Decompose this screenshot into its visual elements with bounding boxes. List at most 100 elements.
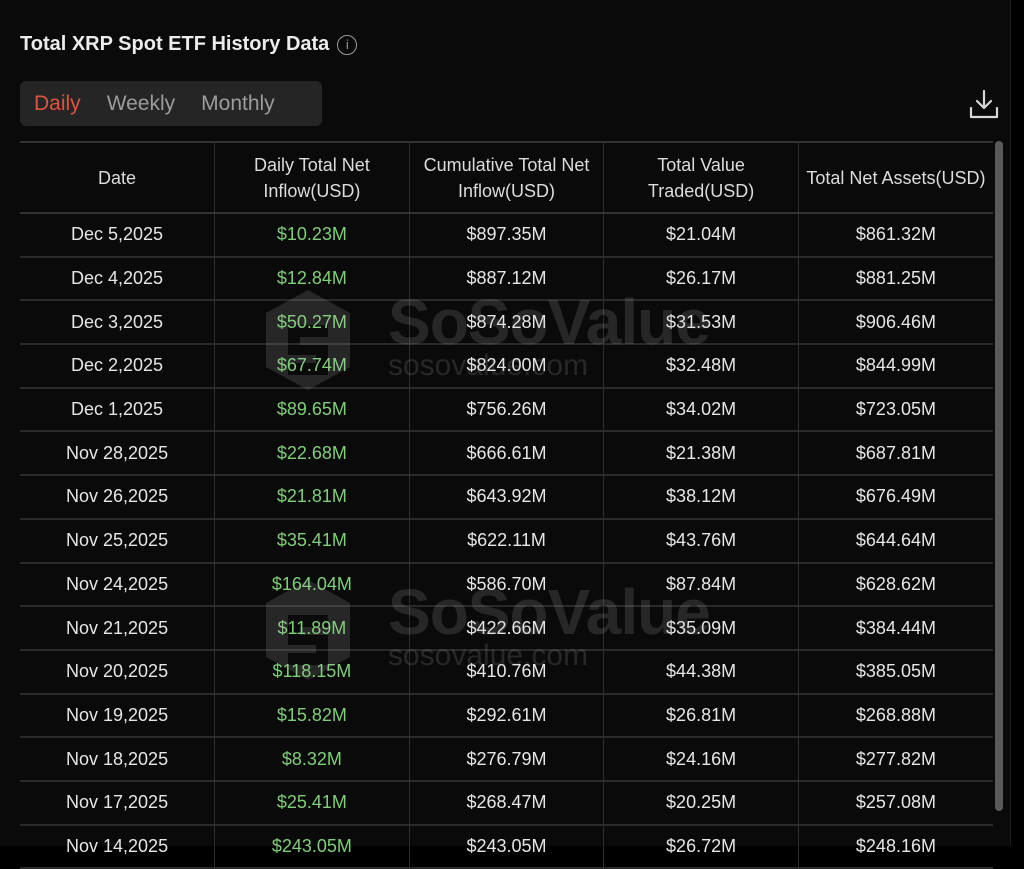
cell-date: Nov 18,2025 [20,737,216,782]
cell-date: Nov 14,2025 [20,824,216,869]
cell-total-value-traded: $26.17M [603,256,799,302]
cell-date: Nov 25,2025 [20,518,216,564]
cell-total-net-assets: $628.62M [798,562,993,608]
table-row: Nov 20,2025 $118.15M $410.76M $44.38M $385.0… [20,649,993,695]
tab-monthly[interactable]: Monthly [201,91,275,115]
cell-daily-net-inflow: $21.81M [214,475,410,520]
cell-daily-net-inflow: $12.84M [214,256,410,302]
cell-total-value-traded: $20.25M [603,780,799,826]
cell-cumulative-net-inflow: $268.47M [409,780,605,826]
cell-cumulative-net-inflow: $643.92M [409,475,605,520]
column-header-total-net-assets: Total Net Assets(USD) [798,141,993,214]
table-body: Dec 5,2025 $10.23M $897.35M $21.04M $861.32M… [20,213,993,869]
cell-total-net-assets: $906.46M [798,300,993,346]
cell-date: Nov 26,2025 [20,475,216,520]
page-title: Total XRP Spot ETF History Data i [20,33,358,56]
cell-total-value-traded: $35.09M [603,606,799,651]
cell-daily-net-inflow: $164.04M [214,562,410,608]
cell-daily-net-inflow: $35.41M [214,518,410,564]
cell-daily-net-inflow: $22.68M [214,431,410,477]
table-row: Dec 2,2025 $67.74M $824.00M $32.48M $844.99M [20,344,993,389]
period-tabs: Daily Weekly Monthly [20,81,322,126]
cell-total-net-assets: $277.82M [798,737,993,782]
cell-cumulative-net-inflow: $410.76M [409,649,605,695]
cell-total-value-traded: $21.38M [603,431,799,477]
cell-cumulative-net-inflow: $622.11M [409,518,605,564]
cell-total-net-assets: $268.88M [798,693,993,739]
cell-total-net-assets: $257.08M [798,780,993,826]
cell-total-net-assets: $687.81M [798,431,993,477]
etf-history-panel: Total XRP Spot ETF History Data i Daily … [20,0,1011,869]
table-row: Nov 25,2025 $35.41M $622.11M $43.76M $644.64… [20,518,993,564]
column-header-date: Date [20,141,216,214]
cell-total-value-traded: $26.81M [603,693,799,739]
cell-total-net-assets: $723.05M [798,387,993,433]
table-row: Nov 14,2025 $243.05M $243.05M $26.72M $248.1… [20,824,993,869]
cell-cumulative-net-inflow: $897.35M [409,213,605,258]
info-icon[interactable]: i [337,34,358,55]
cell-total-net-assets: $385.05M [798,649,993,695]
cell-date: Dec 5,2025 [20,213,216,258]
cell-cumulative-net-inflow: $276.79M [409,737,605,782]
cell-total-value-traded: $21.04M [603,213,799,258]
cell-daily-net-inflow: $8.32M [214,737,410,782]
cell-total-net-assets: $844.99M [798,344,993,389]
cell-date: Nov 24,2025 [20,562,216,608]
cell-cumulative-net-inflow: $422.66M [409,606,605,651]
cell-date: Nov 19,2025 [20,693,216,739]
column-header-daily-net-inflow: Daily Total Net Inflow(USD) [214,141,410,214]
table-row: Dec 5,2025 $10.23M $897.35M $21.04M $861.32M [20,213,993,258]
cell-daily-net-inflow: $10.23M [214,213,410,258]
cell-total-net-assets: $248.16M [798,824,993,869]
cell-date: Nov 28,2025 [20,431,216,477]
table-scrollbar[interactable] [995,141,1003,811]
cell-date: Dec 2,2025 [20,344,216,389]
cell-total-net-assets: $384.44M [798,606,993,651]
cell-total-value-traded: $38.12M [603,475,799,520]
title-text: Total XRP Spot ETF History Data [20,33,330,55]
cell-daily-net-inflow: $118.15M [214,649,410,695]
column-header-cumulative-net-inflow: Cumulative Total Net Inflow(USD) [409,141,605,214]
tab-daily[interactable]: Daily [34,91,81,115]
table-row: Dec 4,2025 $12.84M $887.12M $26.17M $881.25M [20,256,993,302]
cell-total-net-assets: $861.32M [798,213,993,258]
cell-cumulative-net-inflow: $824.00M [409,344,605,389]
table-row: Nov 19,2025 $15.82M $292.61M $26.81M $268.88… [20,693,993,739]
cell-date: Dec 1,2025 [20,387,216,433]
cell-daily-net-inflow: $15.82M [214,693,410,739]
cell-date: Nov 20,2025 [20,649,216,695]
table-row: Nov 24,2025 $164.04M $586.70M $87.84M $628.6… [20,562,993,608]
table-header-row: Date Daily Total Net Inflow(USD) Cumulativ… [20,141,993,214]
table-row: Nov 26,2025 $21.81M $643.92M $38.12M $676.49… [20,475,993,520]
download-icon[interactable] [968,88,1000,120]
cell-daily-net-inflow: $243.05M [214,824,410,869]
tab-weekly[interactable]: Weekly [106,91,176,115]
cell-cumulative-net-inflow: $586.70M [409,562,605,608]
table-row: Dec 1,2025 $89.65M $756.26M $34.02M $723.05M [20,387,993,433]
cell-total-value-traded: $87.84M [603,562,799,608]
cell-cumulative-net-inflow: $887.12M [409,256,605,302]
table-row: Nov 18,2025 $8.32M $276.79M $24.16M $277.82M [20,737,993,782]
table-row: Nov 21,2025 $11.89M $422.66M $35.09M $384.44… [20,606,993,651]
cell-cumulative-net-inflow: $666.61M [409,431,605,477]
cell-date: Nov 17,2025 [20,780,216,826]
cell-total-value-traded: $34.02M [603,387,799,433]
history-table: Date Daily Total Net Inflow(USD) Cumulativ… [20,141,993,869]
table-row: Nov 17,2025 $25.41M $268.47M $20.25M $257.08… [20,780,993,826]
cell-total-value-traded: $43.76M [603,518,799,564]
cell-cumulative-net-inflow: $874.28M [409,300,605,346]
cell-total-value-traded: $24.16M [603,737,799,782]
table-row: Nov 28,2025 $22.68M $666.61M $21.38M $687.81… [20,431,993,477]
cell-date: Dec 4,2025 [20,256,216,302]
cell-date: Nov 21,2025 [20,606,216,651]
cell-cumulative-net-inflow: $756.26M [409,387,605,433]
cell-cumulative-net-inflow: $243.05M [409,824,605,869]
table-row: Dec 3,2025 $50.27M $874.28M $31.53M $906.46M [20,300,993,346]
cell-daily-net-inflow: $67.74M [214,344,410,389]
cell-daily-net-inflow: $11.89M [214,606,410,651]
cell-total-value-traded: $44.38M [603,649,799,695]
cell-total-net-assets: $676.49M [798,475,993,520]
cell-total-value-traded: $31.53M [603,300,799,346]
cell-daily-net-inflow: $89.65M [214,387,410,433]
cell-daily-net-inflow: $50.27M [214,300,410,346]
